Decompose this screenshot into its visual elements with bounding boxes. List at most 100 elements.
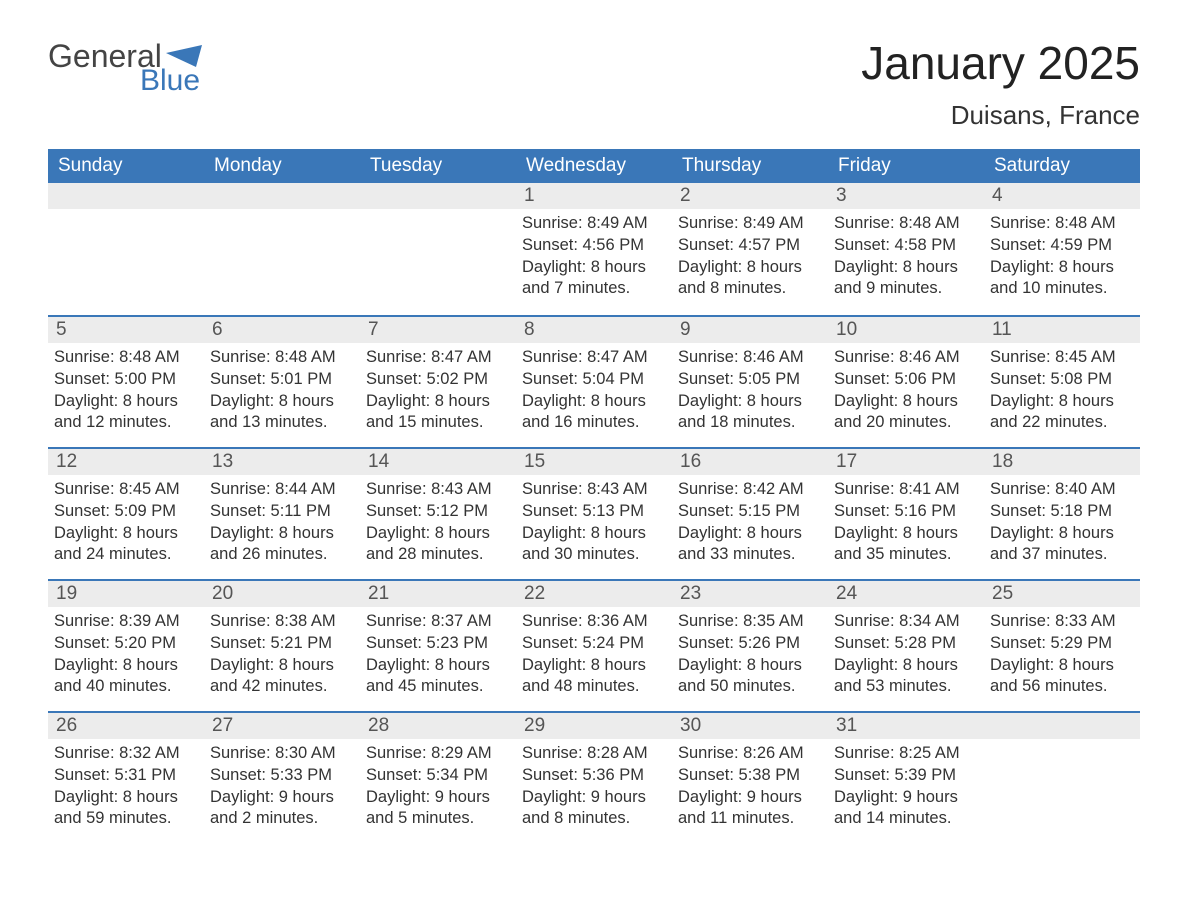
sunset-line: Sunset: 4:59 PM — [990, 235, 1134, 257]
daylight-line-1: Daylight: 8 hours — [210, 655, 354, 677]
sunset-line: Sunset: 5:24 PM — [522, 633, 666, 655]
daylight-line-1: Daylight: 8 hours — [678, 391, 822, 413]
cell-body: Sunrise: 8:47 AMSunset: 5:04 PMDaylight:… — [516, 343, 672, 444]
sunrise-line: Sunrise: 8:46 AM — [678, 347, 822, 369]
sunrise-line: Sunrise: 8:46 AM — [834, 347, 978, 369]
sunset-line: Sunset: 5:05 PM — [678, 369, 822, 391]
sunrise-line: Sunrise: 8:40 AM — [990, 479, 1134, 501]
day-number: 10 — [828, 317, 984, 343]
daylight-line-2: and 18 minutes. — [678, 412, 822, 434]
daylight-line-1: Daylight: 8 hours — [834, 257, 978, 279]
calendar-cell: 19Sunrise: 8:39 AMSunset: 5:20 PMDayligh… — [48, 581, 204, 711]
daylight-line-1: Daylight: 8 hours — [678, 257, 822, 279]
daylight-line-1: Daylight: 9 hours — [210, 787, 354, 809]
calendar-cell: 23Sunrise: 8:35 AMSunset: 5:26 PMDayligh… — [672, 581, 828, 711]
header-row: General Blue January 2025 Duisans, Franc… — [48, 40, 1140, 131]
daylight-line-2: and 45 minutes. — [366, 676, 510, 698]
sunset-line: Sunset: 5:13 PM — [522, 501, 666, 523]
daylight-line-2: and 10 minutes. — [990, 278, 1134, 300]
calendar-cell: 3Sunrise: 8:48 AMSunset: 4:58 PMDaylight… — [828, 183, 984, 315]
day-number: 4 — [984, 183, 1140, 209]
sunset-line: Sunset: 5:18 PM — [990, 501, 1134, 523]
calendar-cell: 22Sunrise: 8:36 AMSunset: 5:24 PMDayligh… — [516, 581, 672, 711]
logo-text-blue: Blue — [140, 66, 202, 96]
daylight-line-1: Daylight: 8 hours — [522, 257, 666, 279]
day-number: 6 — [204, 317, 360, 343]
day-number: 15 — [516, 449, 672, 475]
cell-body: Sunrise: 8:48 AMSunset: 4:58 PMDaylight:… — [828, 209, 984, 310]
calendar-cell: 1Sunrise: 8:49 AMSunset: 4:56 PMDaylight… — [516, 183, 672, 315]
cell-body: Sunrise: 8:38 AMSunset: 5:21 PMDaylight:… — [204, 607, 360, 708]
calendar-cell: 29Sunrise: 8:28 AMSunset: 5:36 PMDayligh… — [516, 713, 672, 843]
cell-body: Sunrise: 8:46 AMSunset: 5:06 PMDaylight:… — [828, 343, 984, 444]
sunrise-line: Sunrise: 8:25 AM — [834, 743, 978, 765]
calendar-cell: 16Sunrise: 8:42 AMSunset: 5:15 PMDayligh… — [672, 449, 828, 579]
daylight-line-2: and 15 minutes. — [366, 412, 510, 434]
day-number: 24 — [828, 581, 984, 607]
daylight-line-1: Daylight: 8 hours — [366, 391, 510, 413]
sunset-line: Sunset: 5:06 PM — [834, 369, 978, 391]
sunrise-line: Sunrise: 8:32 AM — [54, 743, 198, 765]
calendar-cell: 7Sunrise: 8:47 AMSunset: 5:02 PMDaylight… — [360, 317, 516, 447]
daylight-line-2: and 33 minutes. — [678, 544, 822, 566]
cell-body: Sunrise: 8:33 AMSunset: 5:29 PMDaylight:… — [984, 607, 1140, 708]
calendar-cell: 9 Sunrise: 8:46 AMSunset: 5:05 PMDaylight… — [672, 317, 828, 447]
daylight-line-2: and 22 minutes. — [990, 412, 1134, 434]
daylight-line-1: Daylight: 8 hours — [990, 523, 1134, 545]
calendar-cell: 15Sunrise: 8:43 AMSunset: 5:13 PMDayligh… — [516, 449, 672, 579]
daylight-line-2: and 8 minutes. — [522, 808, 666, 830]
daylight-line-2: and 26 minutes. — [210, 544, 354, 566]
cell-body: Sunrise: 8:25 AMSunset: 5:39 PMDaylight:… — [828, 739, 984, 840]
sunrise-line: Sunrise: 8:36 AM — [522, 611, 666, 633]
day-header: Tuesday — [360, 149, 516, 183]
sunrise-line: Sunrise: 8:41 AM — [834, 479, 978, 501]
cell-body: Sunrise: 8:44 AMSunset: 5:11 PMDaylight:… — [204, 475, 360, 576]
calendar-cell: 30Sunrise: 8:26 AMSunset: 5:38 PMDayligh… — [672, 713, 828, 843]
sunset-line: Sunset: 5:26 PM — [678, 633, 822, 655]
sunset-line: Sunset: 5:02 PM — [366, 369, 510, 391]
calendar-cell: 27Sunrise: 8:30 AMSunset: 5:33 PMDayligh… — [204, 713, 360, 843]
daylight-line-2: and 48 minutes. — [522, 676, 666, 698]
daylight-line-1: Daylight: 8 hours — [990, 655, 1134, 677]
sunrise-line: Sunrise: 8:28 AM — [522, 743, 666, 765]
calendar-cell: 26Sunrise: 8:32 AMSunset: 5:31 PMDayligh… — [48, 713, 204, 843]
sunset-line: Sunset: 5:16 PM — [834, 501, 978, 523]
calendar-cell: 25Sunrise: 8:33 AMSunset: 5:29 PMDayligh… — [984, 581, 1140, 711]
sunrise-line: Sunrise: 8:47 AM — [366, 347, 510, 369]
cell-body: Sunrise: 8:42 AMSunset: 5:15 PMDaylight:… — [672, 475, 828, 576]
cell-body: Sunrise: 8:45 AMSunset: 5:09 PMDaylight:… — [48, 475, 204, 576]
sunset-line: Sunset: 5:11 PM — [210, 501, 354, 523]
cell-body: Sunrise: 8:34 AMSunset: 5:28 PMDaylight:… — [828, 607, 984, 708]
calendar-cell: 24Sunrise: 8:34 AMSunset: 5:28 PMDayligh… — [828, 581, 984, 711]
daylight-line-1: Daylight: 8 hours — [522, 655, 666, 677]
sunrise-line: Sunrise: 8:48 AM — [54, 347, 198, 369]
sunrise-line: Sunrise: 8:42 AM — [678, 479, 822, 501]
cell-body: Sunrise: 8:47 AMSunset: 5:02 PMDaylight:… — [360, 343, 516, 444]
day-header: Wednesday — [516, 149, 672, 183]
day-number: 27 — [204, 713, 360, 739]
sunset-line: Sunset: 4:57 PM — [678, 235, 822, 257]
sunset-line: Sunset: 5:15 PM — [678, 501, 822, 523]
daylight-line-1: Daylight: 8 hours — [834, 391, 978, 413]
weeks-container: 1Sunrise: 8:49 AMSunset: 4:56 PMDaylight… — [48, 183, 1140, 843]
day-number: 17 — [828, 449, 984, 475]
daylight-line-2: and 40 minutes. — [54, 676, 198, 698]
sunset-line: Sunset: 5:31 PM — [54, 765, 198, 787]
cell-body: Sunrise: 8:48 AMSunset: 5:00 PMDaylight:… — [48, 343, 204, 444]
sunset-line: Sunset: 5:28 PM — [834, 633, 978, 655]
sunset-line: Sunset: 5:33 PM — [210, 765, 354, 787]
sunset-line: Sunset: 4:56 PM — [522, 235, 666, 257]
sunset-line: Sunset: 5:39 PM — [834, 765, 978, 787]
calendar-cell: 21Sunrise: 8:37 AMSunset: 5:23 PMDayligh… — [360, 581, 516, 711]
day-number: 9 — [672, 317, 828, 343]
sunset-line: Sunset: 5:36 PM — [522, 765, 666, 787]
cell-body: Sunrise: 8:40 AMSunset: 5:18 PMDaylight:… — [984, 475, 1140, 576]
sunrise-line: Sunrise: 8:48 AM — [990, 213, 1134, 235]
cell-body: Sunrise: 8:49 AMSunset: 4:57 PMDaylight:… — [672, 209, 828, 310]
sunrise-line: Sunrise: 8:30 AM — [210, 743, 354, 765]
cell-body: Sunrise: 8:26 AMSunset: 5:38 PMDaylight:… — [672, 739, 828, 840]
sunrise-line: Sunrise: 8:26 AM — [678, 743, 822, 765]
cell-body: Sunrise: 8:30 AMSunset: 5:33 PMDaylight:… — [204, 739, 360, 840]
daylight-line-2: and 37 minutes. — [990, 544, 1134, 566]
day-header: Thursday — [672, 149, 828, 183]
